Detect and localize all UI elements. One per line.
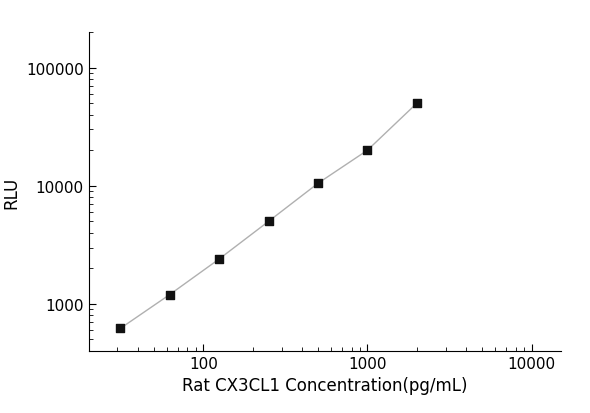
Point [264,218,273,225]
Point [313,180,323,187]
Y-axis label: RLU: RLU [2,176,20,208]
Point [116,325,125,332]
Point [363,147,372,154]
Point [165,292,175,298]
X-axis label: Rat CX3CL1 Concentration(pg/mL): Rat CX3CL1 Concentration(pg/mL) [182,376,467,394]
Point [214,256,224,263]
Point [412,101,422,107]
